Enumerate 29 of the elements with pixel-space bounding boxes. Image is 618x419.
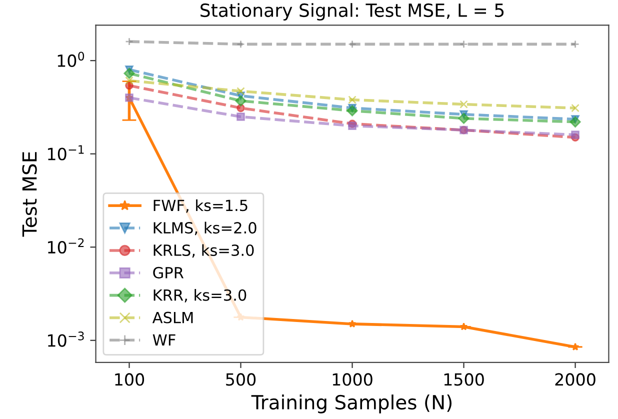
x-tick-label: 2000: [555, 373, 596, 386]
y-axis-title: Test MSE: [22, 152, 37, 237]
y-tick-label: 10$^{−1}$: [48, 145, 84, 160]
legend-label: KRLS, ks=3.0: [154, 244, 254, 258]
x-tick-label: 500: [226, 373, 256, 386]
point: [571, 342, 580, 350]
point: [460, 322, 468, 330]
point: [236, 112, 245, 121]
legend-label: KLMS, ks=2.0: [154, 222, 256, 236]
legend-label: FWF, ks=1.5: [154, 199, 248, 213]
x-tick-label: 1000: [332, 373, 372, 386]
y-tick-label: 10$^{−3}$: [48, 332, 84, 347]
point: [346, 105, 358, 116]
x-tick-label: 100: [115, 373, 144, 386]
point: [348, 320, 356, 328]
y-tick-label: 10$^{0}$: [58, 52, 84, 68]
point: [235, 95, 246, 106]
x-tick-label: 1500: [444, 373, 484, 386]
legend-label: KRR, ks=3.0: [154, 289, 246, 302]
point: [124, 68, 135, 79]
point: [570, 116, 581, 128]
point: [571, 130, 580, 139]
y-tick-label: 10$^{−2}$: [48, 238, 84, 254]
chart-title: Stationary Signal: Test MSE, L = 5: [200, 3, 504, 21]
x-axis-title: Training Samples (N): [251, 394, 452, 414]
legend-label: WF: [152, 334, 176, 346]
legend-label: ASLM: [152, 312, 193, 324]
point: [458, 112, 470, 124]
legend-label: GPR: [153, 266, 184, 278]
